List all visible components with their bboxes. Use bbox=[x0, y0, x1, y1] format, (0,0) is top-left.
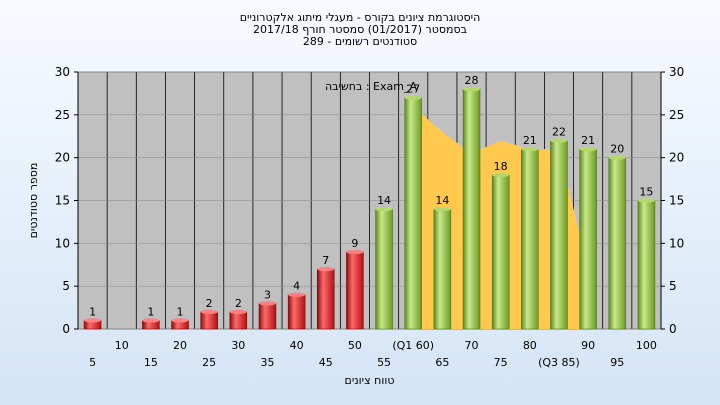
bar-cap bbox=[288, 292, 306, 297]
bar-95 bbox=[608, 157, 627, 330]
bar-cap bbox=[404, 95, 422, 100]
data-label: 14 bbox=[435, 194, 449, 207]
data-label: 18 bbox=[494, 160, 508, 173]
y-tick-label-right: 5 bbox=[669, 279, 677, 293]
data-label: 27 bbox=[406, 83, 420, 96]
x-tick-label: 75 bbox=[494, 356, 508, 369]
data-label: 14 bbox=[377, 194, 391, 207]
bar-25 bbox=[200, 311, 218, 330]
bar-35 bbox=[258, 303, 277, 330]
x-tick-label: 15 bbox=[144, 356, 158, 369]
x-tick-label: 55 bbox=[377, 356, 391, 369]
bar-70 bbox=[462, 88, 481, 330]
bar-30 bbox=[229, 311, 248, 330]
y-tick-label-right: 15 bbox=[669, 194, 684, 208]
y-tick-label: 0 bbox=[62, 322, 70, 336]
bar-cap bbox=[171, 318, 189, 323]
data-label: 28 bbox=[465, 74, 479, 87]
x-tick-label: 70 bbox=[465, 339, 479, 352]
data-label: 21 bbox=[581, 134, 595, 147]
x-tick-label: (Q3 85) bbox=[538, 356, 580, 369]
x-tick-label: 40 bbox=[290, 339, 304, 352]
x-tick-label: 20 bbox=[173, 339, 187, 352]
data-label: 20 bbox=[610, 143, 624, 156]
x-tick-label: 25 bbox=[202, 356, 216, 369]
annotation-label: בחשיבה : Exam_A bbox=[325, 80, 417, 93]
bar-cap bbox=[521, 146, 539, 152]
y-tick-label: 30 bbox=[55, 65, 70, 79]
y-axis-right: 0 5 10 15 20 25 30 bbox=[660, 65, 684, 336]
x-tick-label: 65 bbox=[435, 356, 449, 369]
bar-cap bbox=[579, 146, 597, 152]
x-tick-label: 10 bbox=[115, 339, 129, 352]
chart-title-line-1: היסטוגרמת ציונים בקורס - מעגלי מיתוג אלק… bbox=[239, 11, 481, 24]
x-tick-label: 45 bbox=[319, 356, 333, 369]
bar-cap bbox=[433, 206, 451, 212]
data-label: 1 bbox=[147, 305, 154, 318]
data-label: 2 bbox=[235, 297, 242, 310]
data-label: 22 bbox=[552, 126, 566, 139]
data-label: 21 bbox=[523, 134, 537, 147]
x-tick-label: (Q1 60) bbox=[392, 339, 434, 352]
bar-100 bbox=[637, 200, 656, 330]
y-tick-label: 25 bbox=[55, 108, 70, 122]
x-tick-label: 35 bbox=[260, 356, 274, 369]
bar-cap bbox=[375, 206, 393, 212]
x-axis: 5 10 15 20 25 30 35 40 45 50 55(Q1 60)65 70 75 80(Q3 … bbox=[89, 339, 657, 369]
y-tick-label-right: 0 bbox=[669, 322, 677, 336]
bar-cap bbox=[317, 266, 335, 272]
y-tick-label-right: 25 bbox=[669, 108, 684, 122]
x-tick-label: 30 bbox=[231, 339, 245, 352]
bar-cap bbox=[492, 172, 510, 177]
bar-cap bbox=[84, 318, 102, 323]
bar-90 bbox=[579, 148, 597, 330]
bar-cap bbox=[346, 249, 364, 255]
data-label: 15 bbox=[639, 186, 653, 199]
bar-65 bbox=[433, 208, 452, 330]
x-axis-label: טווח ציונים bbox=[345, 374, 395, 387]
bar-cap bbox=[258, 301, 276, 306]
bar-50 bbox=[346, 251, 364, 330]
bar-cap bbox=[200, 309, 218, 315]
bar-cap bbox=[463, 86, 481, 92]
x-tick-label: 90 bbox=[581, 339, 595, 352]
bar-cap bbox=[142, 318, 160, 323]
bar-(Q1 60) bbox=[404, 97, 422, 330]
bar-45 bbox=[317, 268, 335, 330]
y-tick-label-right: 20 bbox=[669, 151, 684, 165]
data-label: 7 bbox=[322, 254, 329, 267]
chart-title-line-3: סטודנטים רשומים - 289 bbox=[302, 35, 418, 48]
data-label: 4 bbox=[293, 280, 300, 293]
x-tick-label: 50 bbox=[348, 339, 362, 352]
data-label: 2 bbox=[206, 297, 213, 310]
bar-cap bbox=[229, 309, 247, 315]
y-tick-label-right: 30 bbox=[669, 65, 684, 79]
y-axis-left: 0 5 10 15 20 25 30 bbox=[55, 65, 79, 336]
y-tick-label: 10 bbox=[55, 236, 70, 250]
bar-cap bbox=[637, 198, 655, 203]
y-tick-label: 5 bbox=[62, 279, 70, 293]
bar-80 bbox=[521, 148, 539, 330]
x-tick-label: 95 bbox=[610, 356, 624, 369]
bar-cap bbox=[550, 138, 568, 143]
x-tick-label: 5 bbox=[89, 356, 96, 369]
y-tick-label: 20 bbox=[55, 151, 70, 165]
data-label: 3 bbox=[264, 288, 271, 301]
data-label: 1 bbox=[177, 305, 184, 318]
data-label: 9 bbox=[351, 237, 358, 250]
data-label: 1 bbox=[89, 305, 96, 318]
bar-40 bbox=[287, 294, 306, 330]
y-tick-label: 15 bbox=[55, 194, 70, 208]
bar-55 bbox=[375, 208, 393, 330]
bar-75 bbox=[491, 174, 510, 330]
bar-(Q3 85) bbox=[550, 140, 568, 330]
y-tick-label-right: 10 bbox=[669, 236, 684, 250]
x-tick-label: 100 bbox=[636, 339, 657, 352]
bar-cap bbox=[608, 155, 626, 160]
chart-title-line-2: בסמסטר (01/2017) סמסטר חורף 2017/18 bbox=[253, 23, 467, 36]
y-axis-label: מספר סטודנטים bbox=[27, 163, 40, 239]
x-tick-label: 80 bbox=[523, 339, 537, 352]
